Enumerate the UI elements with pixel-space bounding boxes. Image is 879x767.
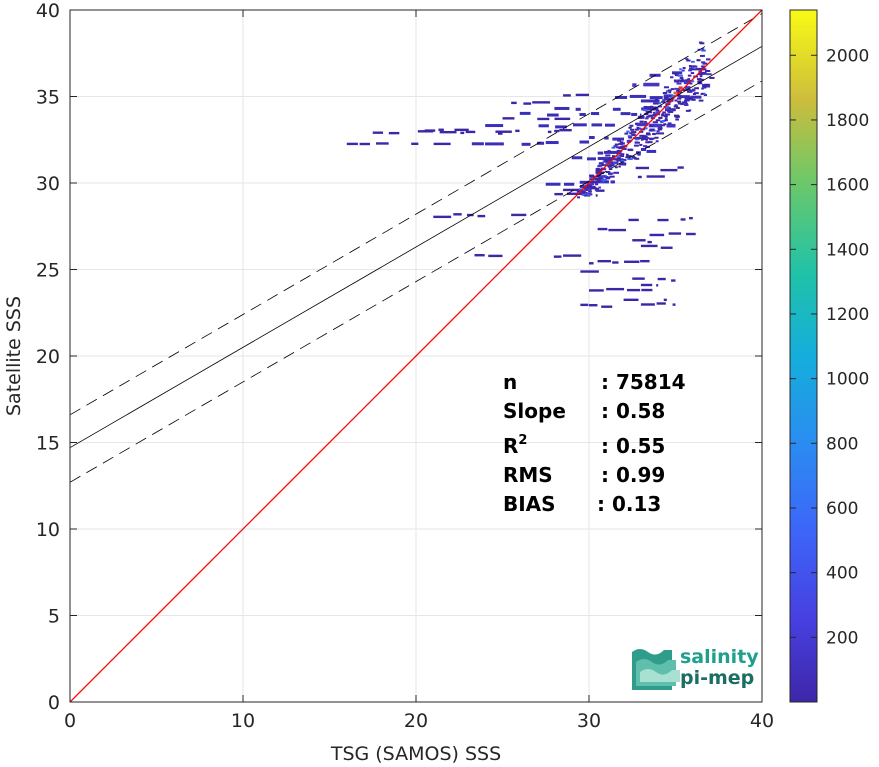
x-tick-label-3: 30 (577, 710, 601, 732)
density-segment-37 (580, 303, 613, 308)
density-segment-27 (632, 239, 652, 244)
density-segment-31 (589, 259, 650, 265)
stat-label-4: BIAS (503, 492, 556, 516)
logo-line1: salinity (680, 646, 759, 668)
density-segment-25 (597, 227, 627, 232)
colorbar-tick-label-5: 1200 (826, 305, 869, 325)
hot-spot-5 (626, 139, 631, 143)
hot-spot-2 (678, 86, 683, 90)
density-segment-38 (640, 302, 676, 306)
stat-value-3: : 0.99 (601, 463, 665, 487)
density-segment-33 (632, 277, 676, 282)
density-segment-6 (519, 111, 642, 117)
colorbar-tick-label-1: 400 (826, 564, 858, 584)
wave-layers-icon (632, 649, 680, 690)
y-tick-label-3: 15 (36, 433, 60, 455)
stat-value-0: : 75814 (601, 370, 686, 394)
y-axis-label: Satellite SSS (3, 296, 25, 416)
density-segment-29 (474, 254, 503, 258)
stat-label-3: RMS (503, 463, 553, 487)
density-segment-10 (614, 94, 702, 100)
density-segment-39 (589, 289, 604, 292)
y-tick-label-2: 10 (36, 519, 60, 541)
x-tick-label-2: 20 (404, 710, 428, 732)
y-tick-label-4: 20 (36, 346, 60, 368)
stat-value-1: : 0.58 (601, 399, 665, 423)
stat-label-0: n (503, 370, 517, 394)
density-segment-28 (640, 244, 673, 249)
colorbar-ticks: 200 400 600 800 1000 1200 1400 1600 1800 2000 (790, 46, 869, 648)
hot-spot-8 (580, 184, 585, 188)
colorbar-tick-label-6: 1400 (826, 240, 869, 260)
colorbar-tick-label-3: 800 (826, 434, 858, 454)
density-segment-35 (606, 287, 653, 292)
y-tick-label-5: 25 (36, 260, 60, 282)
colorbar-tick-label-9: 2000 (826, 46, 869, 66)
logo-line2: pi-mep (680, 667, 754, 689)
fit-lines (70, 10, 762, 702)
density-segment-26 (649, 232, 696, 237)
upper-bound-line (70, 13, 762, 416)
hot-spot-0 (673, 91, 678, 95)
hot-spot-7 (595, 171, 600, 175)
density-segment-5 (502, 117, 571, 121)
identity-line (70, 10, 762, 702)
colorbar-tick-label-2: 600 (826, 499, 858, 519)
density-segment-4 (485, 123, 615, 129)
stat-value-4: : 0.13 (597, 492, 661, 516)
axis-ticks: 0 10 20 30 40 0 5 10 15 20 25 30 35 40 (36, 0, 774, 732)
density-segment-9 (563, 93, 589, 97)
hot-spot-4 (644, 122, 649, 126)
density-segment-20 (637, 175, 665, 179)
stat-label-1: Slope (503, 399, 566, 423)
y-tick-label-1: 5 (48, 606, 60, 628)
density-segment-0 (346, 142, 451, 146)
hot-spot-3 (664, 105, 669, 109)
hot-spot-10 (683, 81, 688, 85)
lower-bound-line (70, 80, 762, 483)
colorbar-tick-label-8: 1800 (826, 111, 869, 131)
colorbar: 200 400 600 800 1000 1200 1400 1600 1800 2000 (789, 9, 869, 703)
density-segment-19 (635, 166, 684, 172)
y-tick-label-0: 0 (48, 692, 60, 714)
density-segment-30 (553, 254, 582, 258)
y-tick-label-7: 35 (36, 87, 60, 109)
colorbar-tick-label-0: 200 (826, 628, 858, 648)
x-tick-label-1: 10 (231, 710, 255, 732)
density-segment-36 (623, 298, 667, 302)
density-segment-8 (511, 101, 551, 105)
density-segment-42 (636, 122, 676, 128)
colorbar-tick-label-7: 1600 (826, 176, 869, 196)
stat-value-2: : 0.55 (601, 434, 665, 458)
density-segment-16 (640, 147, 657, 153)
density-segment-23 (511, 213, 527, 217)
y-tick-label-6: 30 (36, 173, 60, 195)
y-tick-label-8: 40 (36, 0, 60, 22)
colorbar-tick-label-4: 1000 (826, 370, 869, 390)
colorbar-gradient (790, 10, 817, 702)
x-tick-label-0: 0 (64, 710, 76, 732)
colorbar-frame (789, 9, 818, 703)
density-segment-13 (695, 67, 705, 71)
x-tick-label-4: 40 (750, 710, 774, 732)
x-axis-label: TSG (SAMOS) SSS (330, 743, 501, 765)
density-segment-1 (471, 140, 589, 146)
density-segment-34 (640, 283, 659, 287)
salinity-pimep-logo: salinity pi-mep (632, 646, 759, 690)
regression-line (70, 45, 762, 449)
density-segment-32 (580, 270, 599, 273)
density-segment-22 (433, 213, 486, 219)
density-segment-24 (628, 216, 693, 222)
density-segment-3 (424, 128, 572, 134)
